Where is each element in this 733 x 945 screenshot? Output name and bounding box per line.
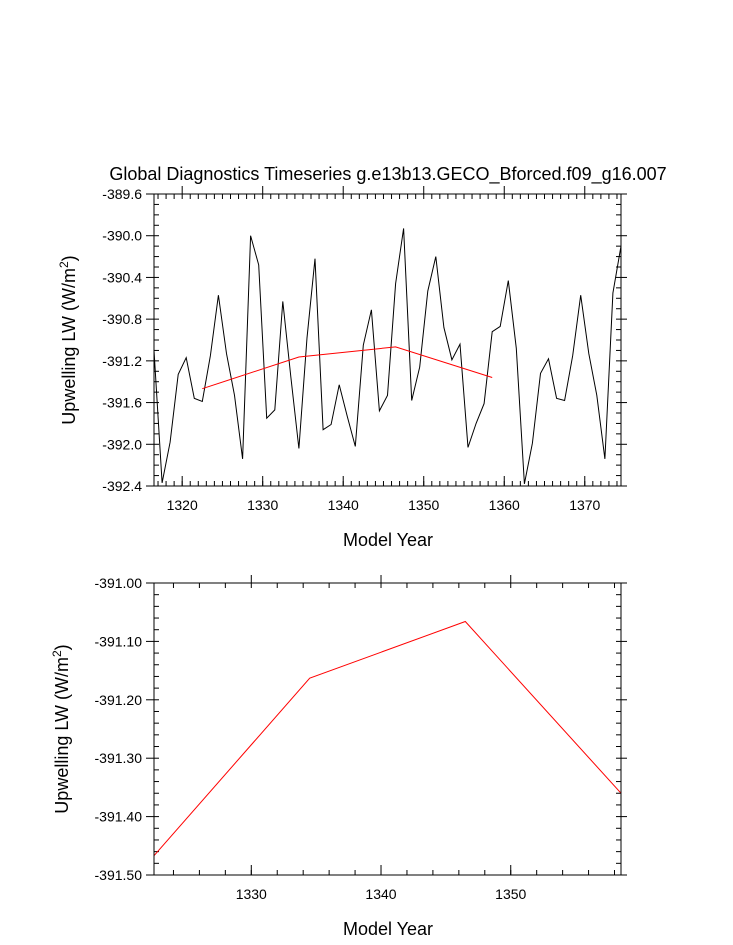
bottom-x-tick-label: 1350 xyxy=(495,886,526,902)
bottom-y-tick-label: -391.50 xyxy=(95,867,143,883)
top-y-tick-label: -391.6 xyxy=(102,395,142,411)
bottom-x-tick-label: 1340 xyxy=(365,886,396,902)
top-series xyxy=(153,228,622,484)
bottom-y-axis-title-sup: 2 xyxy=(50,650,64,657)
bottom-y-axis-title: Upwelling LW (W/m2) xyxy=(50,644,72,813)
top-y-axis-title: Upwelling LW (W/m2) xyxy=(57,255,79,424)
chart-title: Global Diagnostics Timeseries g.e13b13.G… xyxy=(109,164,666,185)
top-x-tick-label: 1360 xyxy=(489,497,520,513)
top-x-tick-label: 1340 xyxy=(328,497,359,513)
top-y-axis-title-sup: 2 xyxy=(57,261,71,268)
bottom-y-tick-label: -391.20 xyxy=(95,692,143,708)
top-x-tick-label: 1370 xyxy=(569,497,600,513)
bottom-y-tick-label: -391.00 xyxy=(95,575,143,591)
top-y-tick-label: -389.6 xyxy=(102,186,142,202)
bottom-y-axis-title-main: Upwelling LW (W/m xyxy=(52,657,72,814)
top-y-tick-label: -390.4 xyxy=(102,269,142,285)
top-series-running-mean xyxy=(202,346,493,390)
top-x-tick-label: 1320 xyxy=(167,497,198,513)
top-y-axis-title-close: ) xyxy=(59,255,79,261)
top-y-tick-label: -392.0 xyxy=(102,436,142,452)
bottom-series-running-mean xyxy=(153,620,622,857)
bottom-gridticks: 1330 1340 1350 -391.00 -391.10 -391.20 -391.30… xyxy=(95,575,627,902)
bottom-y-tick-label: -391.10 xyxy=(95,633,143,649)
top-x-axis-title: Model Year xyxy=(343,530,433,550)
bottom-x-tick-label: 1330 xyxy=(236,886,267,902)
top-y-tick-label: -392.4 xyxy=(102,478,142,494)
bottom-plot-frame xyxy=(153,582,622,876)
top-y-axis-title-main: Upwelling LW (W/m xyxy=(59,268,79,425)
top-x-tick-label: 1350 xyxy=(408,497,439,513)
top-series-annual xyxy=(153,228,622,484)
top-y-tick-label: -390.8 xyxy=(102,311,142,327)
top-gridticks: 1320 1330 1340 1350 1360 1370 -389.6 -390.0 -390… xyxy=(102,186,627,513)
top-plot-frame xyxy=(153,193,622,487)
chart-bottom: 1330 1340 1350 -391.00 -391.10 -391.20 -391.30… xyxy=(50,575,627,939)
bottom-series xyxy=(153,620,622,857)
top-y-tick-label: -390.0 xyxy=(102,228,142,244)
top-x-tick-label: 1330 xyxy=(247,497,278,513)
top-y-tick-label: -391.2 xyxy=(102,353,142,369)
bottom-x-axis-title: Model Year xyxy=(343,919,433,939)
bottom-y-tick-label: -391.30 xyxy=(95,750,143,766)
bottom-y-axis-title-close: ) xyxy=(52,644,72,650)
chart-top: Global Diagnostics Timeseries g.e13b13.G… xyxy=(57,164,667,550)
bottom-y-tick-label: -391.40 xyxy=(95,809,143,825)
